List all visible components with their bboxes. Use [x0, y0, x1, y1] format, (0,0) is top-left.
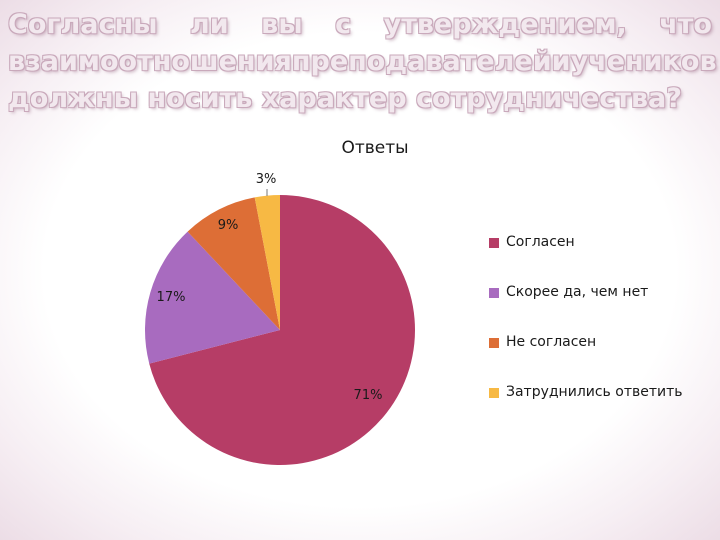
legend-label: Не согласен	[506, 334, 597, 350]
legend-label: Скорее да, чем нет	[506, 284, 649, 300]
title-word: сотрудничества?	[415, 83, 682, 114]
title-line: должны носить характер сотрудничества?	[8, 80, 712, 117]
title-word: ли	[190, 9, 229, 40]
pie-slice	[145, 231, 280, 364]
title-word: Согласны	[8, 9, 158, 40]
title-word: носить	[147, 83, 253, 114]
title-word: взаимоотношения	[8, 46, 292, 77]
pie-slice	[254, 195, 280, 330]
title-word: утверждением,	[383, 9, 627, 40]
title-word: характер	[261, 83, 407, 114]
legend-swatch	[489, 388, 499, 398]
title-word: вы	[261, 9, 303, 40]
title-word: и	[551, 46, 571, 77]
title-line: Согласны ли вы с утверждением, что	[8, 6, 712, 43]
slice-data-label: 9%	[218, 218, 239, 233]
title-word: должны	[8, 83, 139, 114]
slice-data-label: 17%	[157, 290, 186, 305]
title-word: что	[659, 9, 712, 40]
title-word: преподавателей	[291, 46, 552, 77]
slide-title: Согласны ли вы с утверждением, что взаимоотнош…	[8, 6, 717, 117]
pie-slice	[187, 197, 280, 330]
title-word: учеников	[570, 46, 717, 77]
legend-swatch	[489, 338, 499, 348]
slice-data-label: 71%	[354, 388, 383, 403]
legend-label: Согласен	[506, 234, 575, 250]
legend-swatch	[489, 238, 499, 248]
legend-label: Затруднились ответить	[506, 384, 683, 400]
pie-slice	[149, 195, 415, 465]
title-word: с	[335, 9, 352, 40]
chart-title: Ответы	[341, 138, 409, 158]
title-line: взаимоотношения преподавателей и учеников	[8, 43, 717, 80]
slice-data-label: 3%	[256, 172, 277, 187]
legend-swatch	[489, 288, 499, 298]
